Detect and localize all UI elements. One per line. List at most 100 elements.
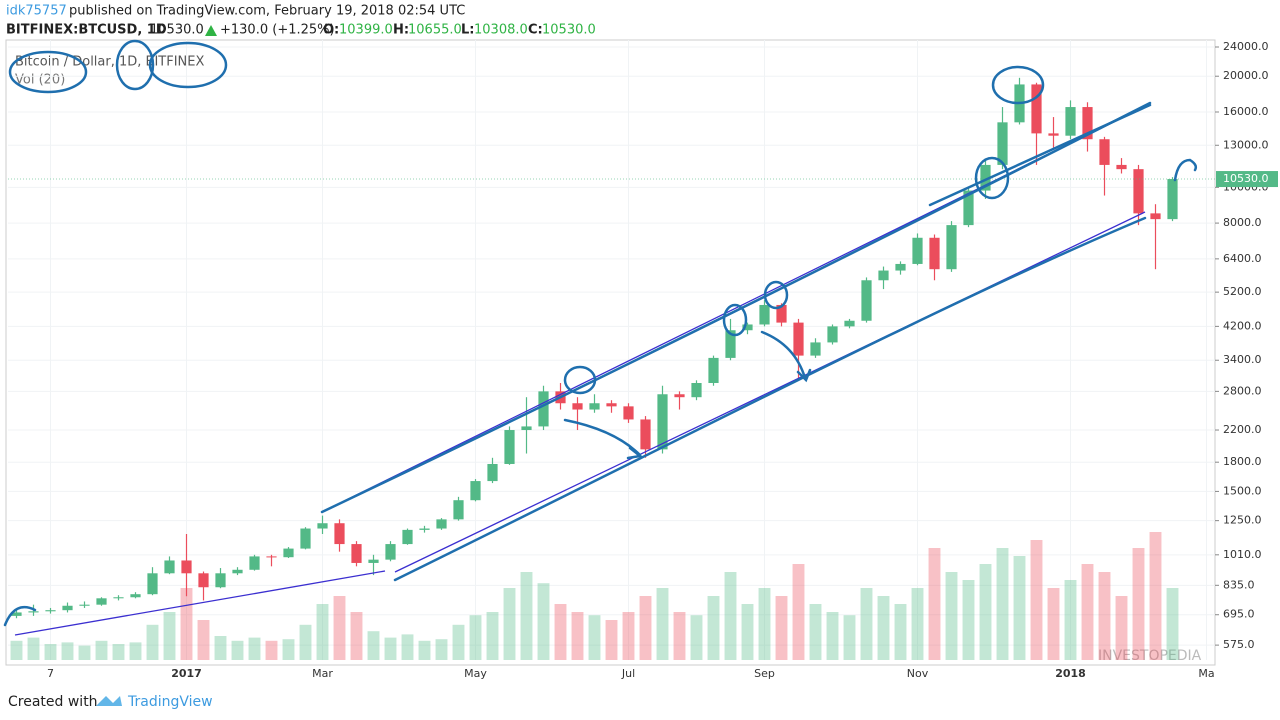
- y-tick-label: 575.0: [1223, 638, 1255, 651]
- candle-body: [929, 237, 940, 270]
- volume-bar: [1081, 564, 1094, 660]
- candle-body: [606, 403, 617, 407]
- mark: [3, 605, 37, 627]
- volume-bar: [537, 583, 550, 660]
- drawn-line: [393, 216, 1147, 582]
- candle-body: [895, 263, 906, 271]
- candle-body: [776, 304, 787, 323]
- candle-body: [963, 190, 974, 226]
- volume-bar: [1149, 532, 1162, 660]
- candle-body: [232, 569, 243, 574]
- symbol: BITFINEX:BTCUSD, 1D: [6, 23, 167, 38]
- y-tick-label: 2200.0: [1223, 423, 1262, 436]
- candle-body: [793, 322, 804, 356]
- candle-body: [504, 430, 515, 464]
- candle-body: [861, 280, 872, 321]
- volume-bar: [877, 596, 890, 660]
- volume-bar: [571, 612, 584, 660]
- volume-bar: [248, 637, 261, 660]
- y-tick-label: 695.0: [1223, 608, 1255, 621]
- candle-body: [28, 611, 39, 613]
- candle-body: [810, 342, 821, 356]
- author[interactable]: idk75757: [6, 4, 67, 19]
- logo: [96, 696, 122, 706]
- volume-bar: [724, 572, 737, 660]
- volume-bar: [95, 640, 108, 660]
- volume-bar: [350, 612, 363, 660]
- chart-title: Bitcoin / Dollar, 1D, BITFINEX: [15, 55, 204, 70]
- volume-bar: [945, 572, 958, 660]
- circle: [974, 156, 1010, 200]
- volume-bar: [214, 636, 227, 660]
- candle-body: [453, 500, 464, 520]
- y-tick-label: 13000.0: [1223, 138, 1269, 151]
- y-tick-label: 4200.0: [1223, 319, 1262, 332]
- volume-bar: [775, 596, 788, 660]
- volume-bar: [469, 615, 482, 660]
- x-tick-label: Jul: [621, 667, 635, 680]
- candle-body: [317, 523, 328, 529]
- volume-bar: [452, 624, 465, 660]
- trend-line: [394, 211, 1146, 573]
- circle: [8, 50, 88, 94]
- circle: [148, 41, 228, 89]
- candle-body: [368, 559, 379, 563]
- watermark: INVESTOPEDIA: [1098, 648, 1202, 664]
- drawn-line: [928, 103, 1152, 207]
- volume-bar: [911, 588, 924, 660]
- candle-body: [266, 556, 277, 558]
- candle-body: [181, 560, 192, 574]
- candle-body: [521, 426, 532, 431]
- candle-body: [844, 320, 855, 327]
- volume-bar: [996, 548, 1009, 660]
- volume-bar: [622, 612, 635, 660]
- volume-bar: [146, 624, 159, 660]
- volume-bar: [843, 615, 856, 660]
- brand[interactable]: TradingView: [127, 694, 213, 710]
- volume-bar: [486, 612, 499, 660]
- x-tick-label: 2018: [1055, 667, 1086, 680]
- candle-body: [1099, 139, 1110, 165]
- x-tick-label: Ma: [1198, 667, 1214, 680]
- y-tick-label: 3400.0: [1223, 353, 1262, 366]
- volume-bar: [1115, 596, 1128, 660]
- volume-bar: [129, 642, 142, 660]
- candle-body: [742, 324, 753, 331]
- volume-bar: [741, 604, 754, 660]
- candle-body: [980, 164, 991, 191]
- volume-bar: [384, 637, 397, 660]
- mark: [1173, 158, 1198, 182]
- open: 10399.0: [339, 23, 393, 38]
- candle-body: [691, 383, 702, 398]
- up-arrow: [205, 25, 217, 36]
- candle-body: [470, 481, 481, 501]
- volume-bar: [656, 588, 669, 660]
- created-with: Created with: [8, 694, 98, 710]
- c-label: C:: [528, 23, 543, 38]
- candle-body: [538, 391, 549, 427]
- candle-body: [79, 604, 90, 606]
- volume-bar: [231, 640, 244, 660]
- volume-bar: [673, 612, 686, 660]
- candle-body: [1031, 84, 1042, 134]
- candle-body: [45, 610, 56, 612]
- h-label: H:: [393, 23, 409, 38]
- circle: [563, 365, 597, 395]
- volume-bar: [78, 645, 91, 660]
- candle-body: [997, 122, 1008, 165]
- volume-bar: [282, 639, 295, 660]
- arrow: [760, 330, 812, 383]
- candle-body: [436, 519, 447, 529]
- candle-body: [708, 357, 719, 384]
- volume-bar: [1064, 580, 1077, 660]
- candle-body: [674, 394, 685, 398]
- volume-bar: [197, 620, 210, 660]
- candle-body: [62, 605, 73, 611]
- candle-body: [878, 270, 889, 281]
- last-price-label: 10530.0: [1223, 172, 1269, 185]
- x-tick-label: May: [464, 667, 487, 680]
- volume-bar: [758, 588, 771, 660]
- volume-bar: [367, 631, 380, 660]
- y-tick-label: 1800.0: [1223, 455, 1262, 468]
- y-tick-label: 24000.0: [1223, 40, 1269, 53]
